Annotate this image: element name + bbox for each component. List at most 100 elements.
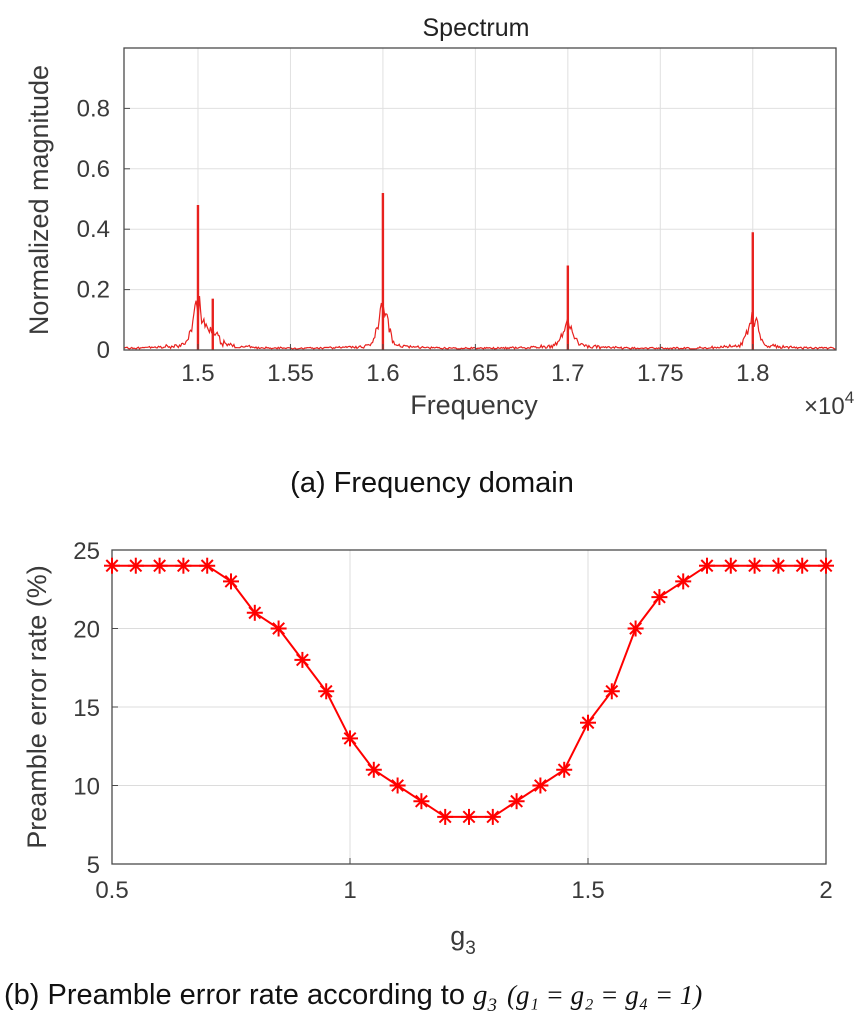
error-rate-y-label: Preamble error rate (%)	[22, 565, 52, 849]
error-rate-marker-stroke	[581, 716, 595, 730]
error-rate-point	[484, 808, 501, 825]
spectrum-x-label: Frequency	[410, 390, 538, 420]
error-rate-point	[270, 620, 287, 637]
error-rate-marker-stroke	[510, 794, 524, 808]
error-rate-marker-stroke	[200, 559, 214, 573]
error-rate-marker-stroke	[676, 574, 690, 588]
spectrum-x-tick-label: 1.8	[736, 360, 769, 387]
spectrum-y-tick-label: 0.8	[77, 95, 110, 122]
caption-b-var-sub: 3	[486, 995, 497, 1016]
error-rate-x-tick-label: 1	[343, 877, 356, 904]
error-rate-marker-stroke	[486, 810, 500, 824]
error-rate-point	[580, 714, 596, 731]
error-rate-point	[651, 589, 668, 606]
error-rate-point	[365, 761, 382, 778]
error-rate-point	[675, 573, 692, 590]
error-rate-marker-stroke	[771, 559, 785, 573]
error-rate-point	[818, 557, 834, 574]
error-rate-point	[770, 557, 787, 574]
error-rate-point	[413, 793, 430, 810]
error-rate-marker-stroke	[629, 622, 643, 635]
error-rate-marker-stroke	[248, 606, 262, 620]
error-rate-point	[532, 777, 549, 794]
spectrum-chart: Spectrum 1.5 1.55 1.6 1.65 1.7 1.75 1.8 0 0.2 0.…	[24, 14, 854, 499]
error-rate-marker-stroke	[462, 810, 476, 824]
caption-a: (a) Frequency domain	[290, 467, 574, 499]
error-rate-point	[461, 808, 477, 825]
error-rate-x-label: g3	[450, 921, 476, 959]
error-rate-marker-stroke	[129, 559, 143, 573]
spectrum-axes-box	[123, 47, 837, 351]
error-rate-x-tick-label: 0.5	[95, 877, 128, 904]
spectrum-y-tick-label: 0	[97, 337, 110, 364]
error-rate-plot-area	[104, 557, 834, 825]
error-rate-marker-stroke	[367, 763, 381, 777]
error-rate-marker-stroke	[176, 559, 190, 573]
spectrum-x-exponent-power: 4	[845, 388, 854, 407]
error-rate-marker-stroke	[319, 684, 333, 698]
error-rate-point	[175, 557, 192, 574]
spectrum-x-tick-label: 1.5	[181, 360, 214, 387]
error-rate-point	[722, 557, 739, 574]
error-rate-point	[603, 683, 620, 700]
error-rate-marker-stroke	[153, 559, 167, 573]
spectrum-x-exponent: ×104	[804, 388, 854, 420]
error-rate-marker-stroke	[605, 684, 619, 698]
error-rate-marker-stroke	[105, 559, 119, 573]
error-rate-marker-stroke	[819, 559, 833, 573]
error-rate-series-line	[112, 564, 826, 818]
error-rate-y-tick-label: 5	[87, 852, 100, 879]
error-rate-x-ticks: 0.5 1 1.5 2	[95, 858, 833, 904]
caption-b: (b) Preamble error rate according to g3 (g…	[4, 979, 702, 1016]
error-rate-y-ticks: 5 10 15 20 25	[73, 538, 118, 879]
spectrum-x-tick-label: 1.75	[637, 360, 684, 387]
caption-b-prefix: (b) Preamble error rate according to	[4, 979, 465, 1011]
error-rate-marker-stroke	[414, 794, 428, 808]
error-rate-marker-stroke	[438, 810, 452, 824]
error-rate-x-tick-label: 1.5	[571, 877, 604, 904]
error-rate-point	[223, 573, 239, 590]
caption-b-condition: (g₁ = g₂ = g₄ = 1)	[507, 980, 702, 1010]
error-rate-point	[199, 557, 216, 574]
error-rate-marker-stroke	[557, 763, 571, 777]
error-rate-point	[508, 793, 525, 810]
error-rate-marker-stroke	[295, 653, 309, 667]
error-rate-point	[627, 620, 644, 637]
error-rate-marker-stroke	[272, 622, 286, 635]
error-rate-point	[389, 777, 406, 794]
error-rate-point	[151, 557, 168, 574]
error-rate-y-tick-label: 15	[73, 695, 100, 722]
error-rate-marker-stroke	[652, 590, 666, 604]
error-rate-marker-stroke	[224, 574, 238, 588]
spectrum-x-tick-label: 1.65	[452, 360, 499, 387]
error-rate-point	[556, 761, 573, 778]
error-rate-point	[246, 604, 263, 621]
spectrum-plot-area	[123, 192, 836, 350]
error-rate-marker-stroke	[748, 559, 762, 573]
spectrum-x-ticks: 1.5 1.55 1.6 1.65 1.7 1.75 1.8	[181, 344, 769, 387]
error-rate-marker-stroke	[391, 779, 405, 792]
error-rate-point	[104, 557, 120, 574]
error-rate-point	[746, 557, 763, 574]
error-rate-x-label-var: g	[450, 921, 465, 951]
spectrum-y-ticks: 0 0.2 0.4 0.6 0.8	[77, 95, 130, 364]
error-rate-point	[699, 557, 715, 574]
error-rate-point	[342, 730, 358, 747]
error-rate-marker-stroke	[795, 559, 809, 573]
spectrum-grid	[124, 48, 836, 351]
spectrum-x-exponent-base: ×10	[804, 393, 845, 420]
error-rate-marker-stroke	[343, 731, 357, 745]
spectrum-y-label: Normalized magnitude	[24, 65, 54, 335]
error-rate-y-tick-label: 20	[73, 617, 100, 644]
spectrum-y-tick-label: 0.4	[77, 216, 110, 243]
error-rate-y-tick-label: 25	[73, 538, 100, 565]
spectrum-y-tick-label: 0.2	[77, 277, 110, 304]
caption-b-var: g	[473, 979, 488, 1011]
error-rate-point	[437, 808, 454, 825]
spectrum-x-tick-label: 1.6	[366, 360, 399, 387]
spectrum-x-tick-label: 1.55	[267, 360, 314, 387]
spectrum-trace	[123, 295, 836, 350]
error-rate-marker-stroke	[533, 779, 547, 792]
